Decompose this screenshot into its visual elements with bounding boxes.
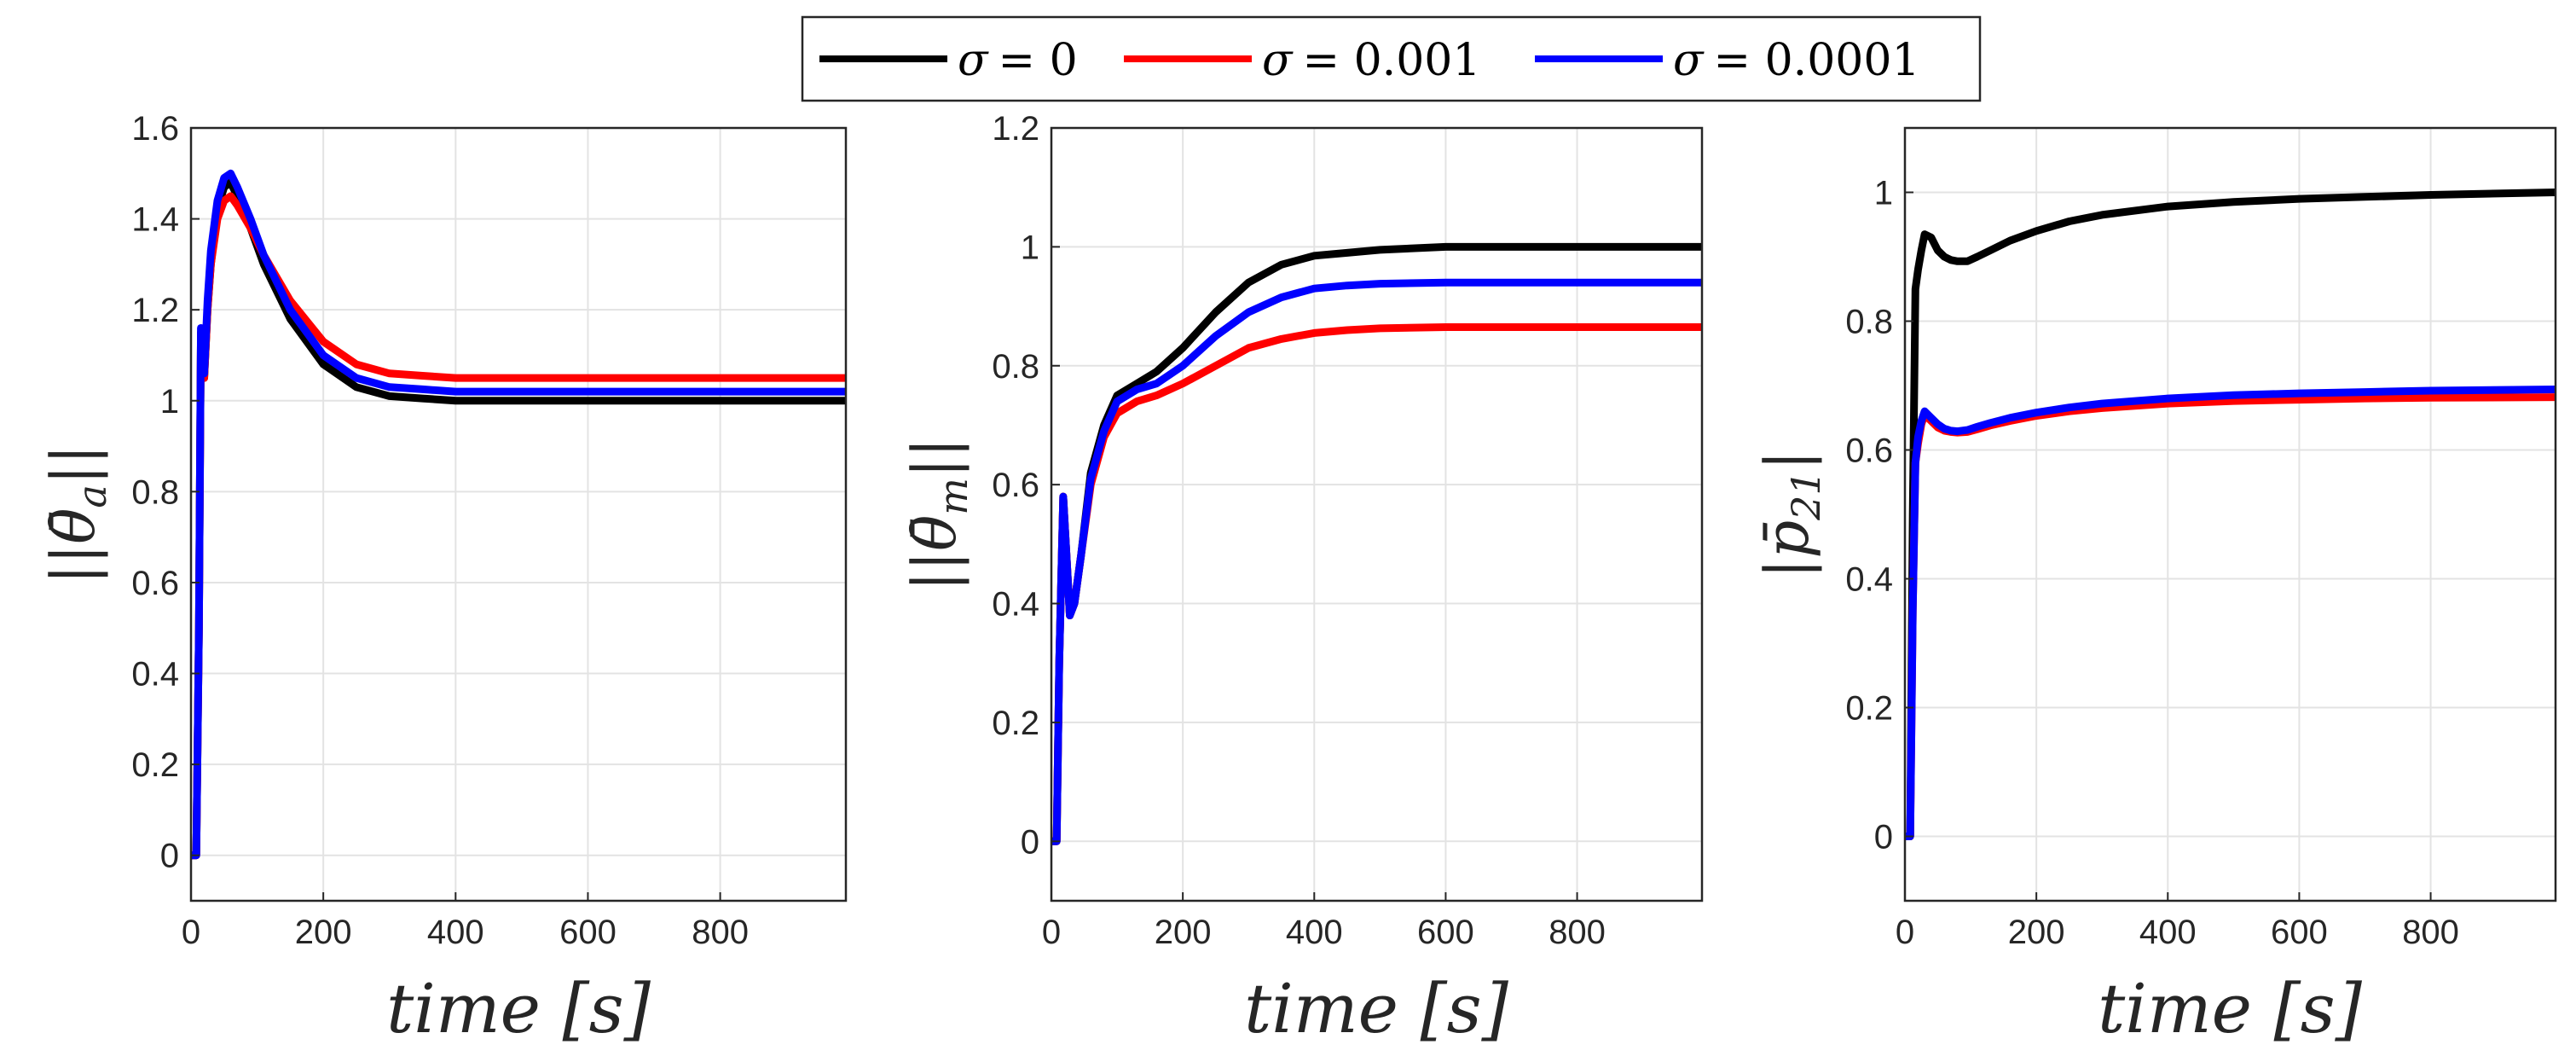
x-tick-label: 400 <box>427 914 484 951</box>
legend-value-2: = 0.0001 <box>1714 35 1920 86</box>
legend-value-0: = 0 <box>999 35 1078 86</box>
series-line-2 <box>191 169 846 860</box>
x-tick-label: 200 <box>2008 914 2065 951</box>
y-axis-label: ||θ̄a|| <box>38 444 115 584</box>
x-axis-label: time [s] <box>2098 969 2363 1048</box>
svg-text:σ= 0.001: σ = 0.001 <box>1262 35 1480 86</box>
y-axis-label-symbol: θ̄ <box>38 508 108 544</box>
axes-box <box>1903 126 2557 902</box>
x-tick-label: 800 <box>1548 914 1606 951</box>
x-tick-label: 600 <box>2271 914 2328 951</box>
y-tick-label: 1 <box>160 383 179 421</box>
y-tick-label: 0.6 <box>131 565 179 602</box>
legend-entry-2: σ = 0.0001 <box>1535 35 1920 86</box>
y-axis-label-symbol: θ̄ <box>900 515 970 551</box>
x-tick-label: 400 <box>1286 914 1343 951</box>
y-tick-label: 0.2 <box>131 746 179 784</box>
legend-value-1: = 0.001 <box>1303 35 1481 86</box>
y-tick-label: 1.4 <box>131 201 179 239</box>
y-axis-label: |p̄21| <box>1752 450 1829 579</box>
legend-symbol-0: σ <box>958 35 989 86</box>
y-tick-label: 0.6 <box>992 467 1039 504</box>
y-tick-label: 1 <box>1021 229 1039 266</box>
x-tick-label: 200 <box>1155 914 1212 951</box>
axes-box <box>189 126 848 902</box>
x-tick-label: 600 <box>1417 914 1474 951</box>
y-axis-label-bars-right: || <box>900 438 970 478</box>
y-axis-label-subscript: 21 <box>1783 470 1829 521</box>
y-tick-label: 1.2 <box>131 292 179 329</box>
y-tick-label: 0.4 <box>1845 561 1893 599</box>
x-tick-label: 0 <box>1896 914 1914 951</box>
series-line-1 <box>1051 323 1702 845</box>
y-tick-label: 0.2 <box>992 705 1039 742</box>
y-tick-label: 0.8 <box>1845 304 1893 341</box>
x-tick-label: 0 <box>182 914 200 951</box>
series-line-0 <box>1905 189 2556 840</box>
x-tick-label: 600 <box>559 914 617 951</box>
y-axis-label: ||θ̄m|| <box>900 438 976 591</box>
y-tick-label: 0.8 <box>992 348 1039 386</box>
series-line-2 <box>1051 278 1702 845</box>
y-axis-label-subscript: m <box>930 478 976 515</box>
axes-box <box>1050 126 1704 902</box>
y-tick-label: 0.2 <box>1845 690 1893 728</box>
legend-entry-0: σ = 0 <box>819 35 1078 86</box>
x-axis-label: time [s] <box>386 969 651 1048</box>
x-tick-label: 200 <box>295 914 352 951</box>
legend-symbol-1: σ <box>1262 35 1294 86</box>
series-line-0 <box>1051 242 1702 845</box>
y-tick-label: 0.8 <box>131 473 179 511</box>
y-axis-label-bars-left: | <box>1752 559 1822 579</box>
x-tick-label: 0 <box>1042 914 1061 951</box>
y-axis-label-subscript: a <box>69 485 115 508</box>
y-tick-label: 0.6 <box>1845 432 1893 470</box>
y-axis-label-bars-left: || <box>38 544 108 584</box>
series-line-1 <box>191 192 846 860</box>
series-line-2 <box>1905 386 2556 840</box>
y-tick-label: 1.2 <box>992 110 1039 148</box>
svg-text:σ= 0.0001: σ = 0.0001 <box>1673 35 1920 86</box>
series-line-0 <box>191 178 846 860</box>
svg-text:σ= 0: σ = 0 <box>958 35 1078 86</box>
x-tick-label: 400 <box>2139 914 2197 951</box>
legend-entry-1: σ = 0.001 <box>1124 35 1480 86</box>
y-axis-label-bars-right: | <box>1752 450 1822 471</box>
y-tick-label: 1.6 <box>131 110 179 148</box>
x-tick-label: 800 <box>692 914 749 951</box>
y-axis-label-bars-left: || <box>900 551 970 591</box>
legend: σ = 0 σ = 0.001 σ = 0.0001 <box>801 15 1982 102</box>
panel-theta-a: 0 200 400 600 800 0 0.2 0.4 0.6 0.8 1 1.2 1.4 1.6 tim… <box>38 110 848 1048</box>
legend-box <box>801 15 1982 102</box>
x-tick-label: 800 <box>2402 914 2459 951</box>
y-tick-label: 0 <box>1874 819 1893 856</box>
y-tick-label: 1 <box>1874 175 1893 212</box>
y-axis-label-bars-right: || <box>38 444 108 485</box>
y-axis-label-symbol: p̄ <box>1752 520 1822 559</box>
series-line-1 <box>1905 393 2556 840</box>
legend-symbol-2: σ <box>1673 35 1705 86</box>
x-axis-label: time [s] <box>1244 969 1509 1048</box>
y-tick-label: 0.4 <box>131 656 179 693</box>
y-tick-label: 0 <box>160 838 179 875</box>
y-tick-label: 0.4 <box>992 586 1039 624</box>
y-tick-label: 0 <box>1021 823 1039 861</box>
